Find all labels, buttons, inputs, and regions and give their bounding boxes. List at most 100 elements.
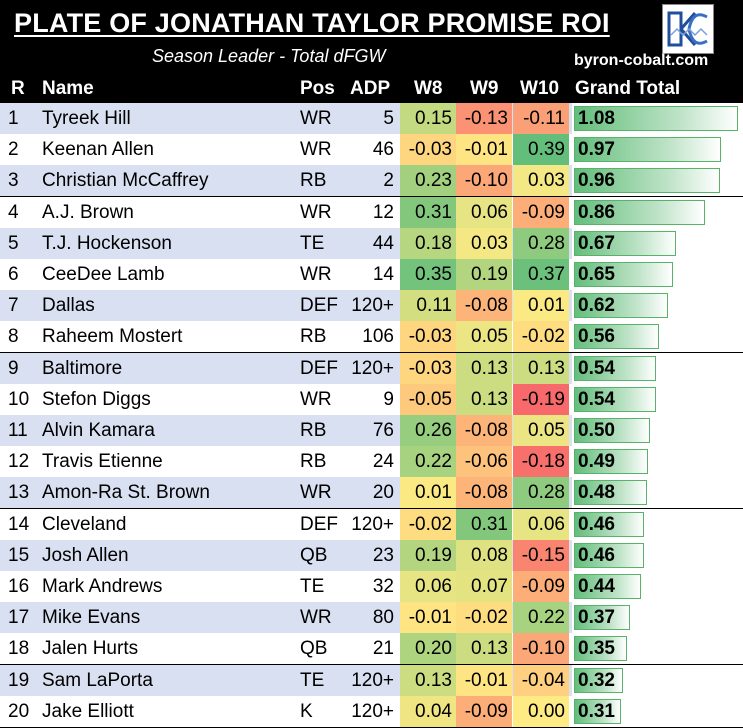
grand-total-cell: 0.54: [572, 384, 743, 415]
rank-cell: 12: [8, 451, 30, 472]
grand-total-cell: 0.32: [572, 665, 743, 696]
grand-total-cell: 0.37: [572, 602, 743, 633]
grand-total-value: 0.31: [578, 701, 615, 722]
player-name-cell: Keenan Allen: [42, 139, 154, 160]
rank-cell: 20: [8, 701, 30, 722]
header-pos: Pos: [300, 78, 335, 99]
player-name-cell: Dallas: [42, 295, 95, 316]
grand-total-value: 1.08: [578, 108, 615, 129]
player-name-cell: Jalen Hurts: [42, 638, 139, 659]
kc-monogram-logo: [662, 4, 714, 54]
grand-total-bar: [574, 356, 656, 381]
table-row: 16 Mark Andrews TE 32 0.06 0.07 -0.09 0.44: [0, 571, 743, 602]
w8-cell: 0.18: [400, 228, 456, 259]
position-cell: WR: [300, 607, 332, 628]
w10-cell: 0.01: [513, 290, 569, 321]
grand-total-value: 0.37: [578, 607, 615, 628]
grand-total-bar: [574, 636, 627, 661]
position-cell: WR: [300, 139, 332, 160]
w10-cell: -0.18: [513, 446, 569, 477]
rank-cell: 1: [8, 108, 19, 129]
w10-cell: 0.39: [513, 134, 569, 165]
w10-cell: -0.02: [513, 321, 569, 352]
position-cell: TE: [300, 576, 325, 597]
player-name-cell: Tyreek Hill: [42, 108, 131, 129]
player-name-cell: CeeDee Lamb: [42, 264, 165, 285]
grand-total-bar: [574, 106, 738, 131]
grand-total-value: 0.86: [578, 202, 615, 223]
table-row: 18 Jalen Hurts QB 21 0.20 0.13 -0.10 0.35: [0, 633, 743, 664]
table-row: 3 Christian McCaffrey RB 2 0.23 -0.10 0.03 0.96: [0, 165, 743, 196]
rank-cell: 7: [8, 295, 19, 316]
grand-total-cell: 0.50: [572, 415, 743, 446]
position-cell: K: [300, 701, 313, 722]
table-row: 20 Jake Elliott K 120+ 0.04 -0.09 0.00 0.31: [0, 696, 743, 727]
w10-cell: 0.22: [513, 602, 569, 633]
adp-cell: 5: [383, 108, 394, 129]
w8-cell: 0.23: [400, 165, 456, 196]
w8-cell: 0.04: [400, 696, 456, 727]
w10-cell: 0.06: [513, 509, 569, 540]
grand-total-bar: [574, 480, 647, 505]
position-cell: DEF: [300, 295, 338, 316]
grand-total-cell: 0.65: [572, 259, 743, 290]
table-row: 8 Raheem Mostert RB 106 -0.03 0.05 -0.02 0.56: [0, 321, 743, 352]
position-cell: WR: [300, 264, 332, 285]
adp-cell: 120+: [351, 295, 394, 316]
player-name-cell: Stefon Diggs: [42, 389, 151, 410]
position-cell: QB: [300, 545, 328, 566]
grand-total-value: 0.49: [578, 451, 615, 472]
w8-cell: -0.02: [400, 509, 456, 540]
grand-total-bar: [574, 200, 705, 225]
w8-cell: 0.26: [400, 415, 456, 446]
table-row: 10 Stefon Diggs WR 9 -0.05 0.13 -0.19 0.54: [0, 384, 743, 415]
brand-text: byron-cobalt.com: [574, 52, 709, 69]
rank-cell: 3: [8, 170, 19, 191]
adp-cell: 46: [372, 139, 394, 160]
position-cell: TE: [300, 233, 325, 254]
w8-cell: 0.13: [400, 665, 456, 696]
rank-cell: 2: [8, 139, 19, 160]
adp-cell: 24: [372, 451, 394, 472]
grand-total-cell: 0.46: [572, 509, 743, 540]
adp-cell: 120+: [351, 701, 394, 722]
grand-total-cell: 0.97: [572, 134, 743, 165]
player-name-cell: Mark Andrews: [42, 576, 163, 597]
adp-cell: 120+: [351, 514, 394, 535]
rank-cell: 15: [8, 545, 30, 566]
rank-cell: 4: [8, 202, 19, 223]
adp-cell: 76: [372, 420, 394, 441]
position-cell: WR: [300, 482, 332, 503]
w10-cell: 0.05: [513, 415, 569, 446]
adp-cell: 120+: [351, 358, 394, 379]
w9-cell: -0.01: [456, 665, 512, 696]
w10-cell: 0.03: [513, 165, 569, 196]
position-cell: WR: [300, 389, 332, 410]
header-grand-total: Grand Total: [575, 78, 681, 99]
w9-cell: 0.05: [456, 321, 512, 352]
player-name-cell: Baltimore: [42, 358, 123, 379]
rank-cell: 17: [8, 607, 30, 628]
w9-cell: 0.07: [456, 571, 512, 602]
grand-total-bar: [574, 512, 644, 537]
grand-total-bar: [574, 605, 630, 630]
grand-total-value: 0.32: [578, 670, 615, 691]
w8-cell: 0.20: [400, 633, 456, 664]
w10-cell: -0.11: [513, 103, 569, 134]
grand-total-cell: 0.86: [572, 197, 743, 228]
grand-total-cell: 0.44: [572, 571, 743, 602]
w8-cell: -0.05: [400, 384, 456, 415]
w8-cell: 0.11: [400, 290, 456, 321]
w9-cell: 0.06: [456, 197, 512, 228]
rank-cell: 14: [8, 514, 30, 535]
grand-total-value: 0.46: [578, 514, 615, 535]
grand-total-value: 0.50: [578, 420, 615, 441]
position-cell: WR: [300, 202, 332, 223]
table-row: 5 T.J. Hockenson TE 44 0.18 0.03 0.28 0.67: [0, 228, 743, 259]
player-name-cell: Raheem Mostert: [42, 326, 183, 347]
header-rank: R: [11, 78, 25, 99]
grand-total-cell: 0.54: [572, 353, 743, 384]
grand-total-value: 0.96: [578, 170, 615, 191]
adp-cell: 20: [372, 482, 394, 503]
